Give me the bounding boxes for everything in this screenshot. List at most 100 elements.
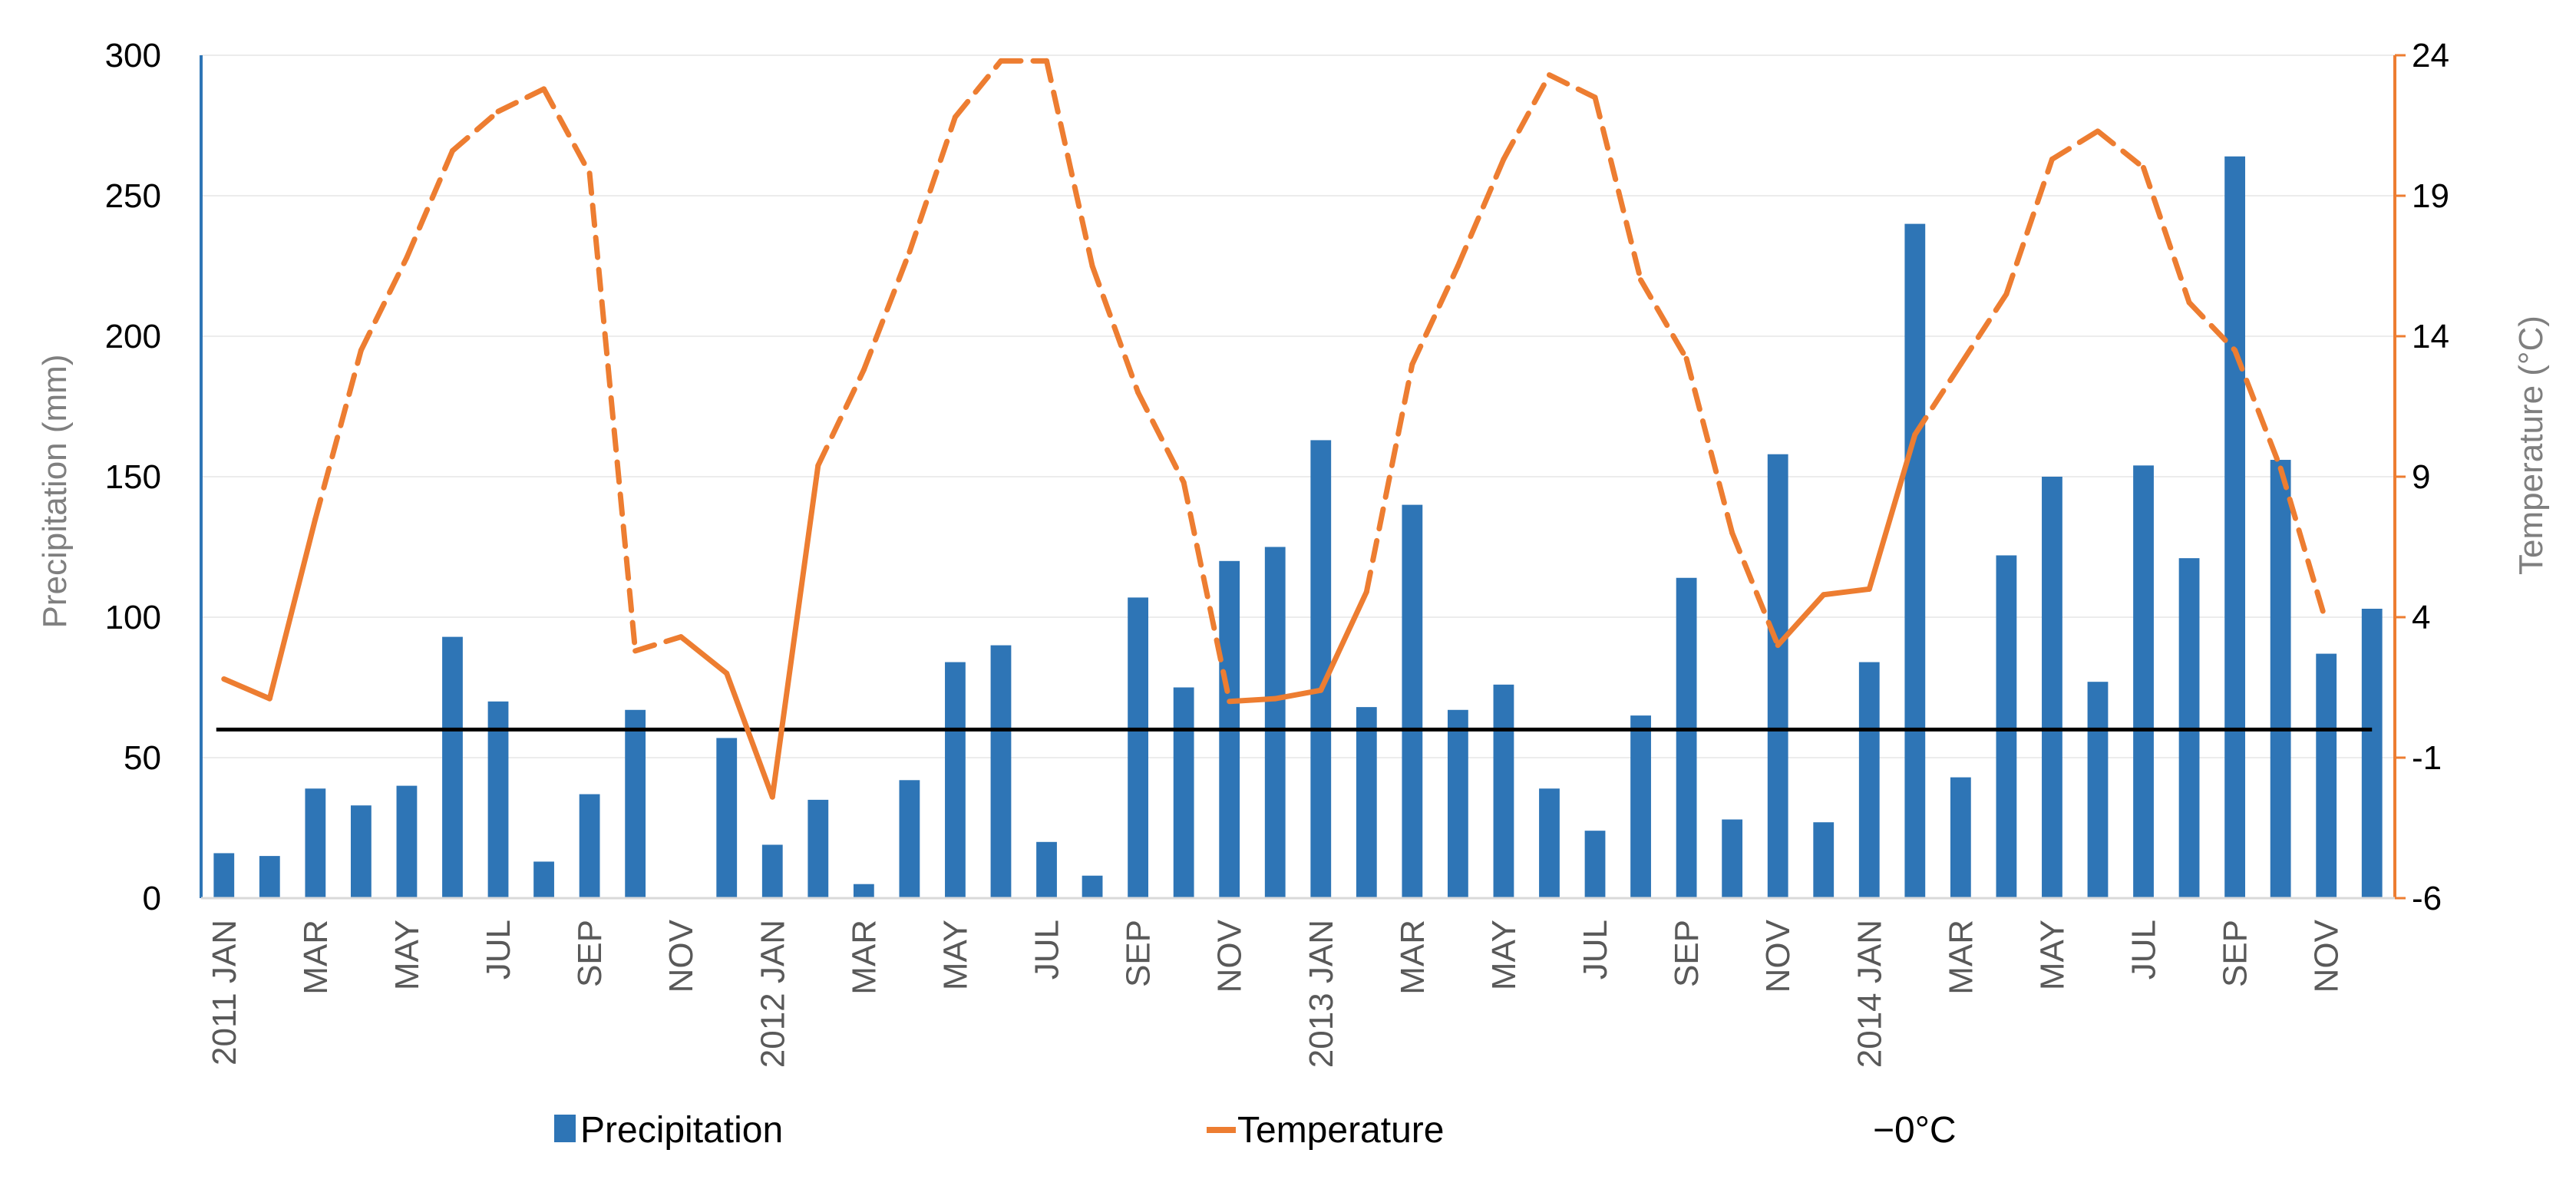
- x-tick-label: 2011 JAN: [206, 920, 243, 1065]
- x-tick-label: MAY: [1485, 920, 1523, 990]
- x-tick-label: JUL: [1029, 920, 1066, 980]
- precipitation-bar: [1676, 577, 1697, 898]
- y-axis-left-ticks: 0 50 100 150 200 250 300: [105, 37, 161, 917]
- x-tick-label: MAR: [297, 920, 335, 995]
- precipitation-bar: [1950, 777, 1971, 898]
- precipitation-bar: [1767, 454, 1788, 898]
- temperature-segment: [266, 516, 319, 702]
- temperature-segment: [678, 634, 730, 676]
- precipitation-bar: [990, 645, 1012, 898]
- y-tick-label-right: -1: [2412, 739, 2442, 777]
- y-tick-label-left: 0: [143, 880, 161, 917]
- x-tick-label: JUL: [2125, 920, 2163, 980]
- precipitation-bar: [1447, 709, 1468, 898]
- precipitation-bar: [1493, 684, 1514, 898]
- precipitation-bar: [625, 709, 646, 898]
- precipitation-bar: [1813, 822, 1835, 898]
- temperature-segment: [1592, 94, 1644, 283]
- precipitation-bar: [1128, 597, 1149, 898]
- x-tick-label: MAY: [388, 920, 426, 990]
- temperature-segment: [358, 255, 410, 353]
- temperature-segment: [2095, 128, 2147, 170]
- temperature-segment: [952, 58, 1004, 121]
- temperature-segment: [1501, 72, 1552, 162]
- temperature-segment: [404, 147, 455, 261]
- precipitation-bar: [487, 701, 509, 898]
- y-tick-label-right: -6: [2412, 880, 2442, 917]
- y-tick-label-left: 150: [105, 458, 161, 496]
- x-tick-label: MAY: [2033, 920, 2071, 990]
- precipitation-bar: [1858, 662, 1880, 898]
- precipitation-bar: [1539, 788, 1560, 898]
- temperature-segment: [1912, 362, 1963, 438]
- precipitation-bar: [350, 805, 372, 898]
- y-tick-label-left: 100: [105, 599, 161, 636]
- x-tick-label: SEP: [1120, 920, 1158, 987]
- precipitation-bar: [1584, 831, 1606, 898]
- precipitation-bar: [899, 780, 920, 898]
- y-axis-left-title: Precipitation (mm): [36, 355, 74, 629]
- temperature-segment: [1044, 58, 1095, 269]
- precipitation-bar: [533, 861, 554, 898]
- temperature-segment: [1638, 277, 1689, 362]
- temperature-segment: [495, 86, 547, 114]
- precipitation-bar: [1036, 841, 1057, 898]
- temperature-segment: [1135, 389, 1187, 485]
- temperature-segment: [1272, 687, 1324, 702]
- precipitation-bar: [1173, 687, 1194, 898]
- temperature-segment: [449, 108, 501, 154]
- temperature-segment: [632, 634, 684, 654]
- x-tick-label: MAR: [1394, 920, 1432, 995]
- y-tick-label-right: 4: [2412, 599, 2430, 636]
- legend-zero-label: −0°C: [1873, 1110, 1957, 1151]
- x-tick-label: JUL: [1577, 920, 1614, 980]
- temperature-segment: [2049, 128, 2101, 162]
- temperature-segment: [1957, 291, 2010, 368]
- legend-precipitation-label: Precipitation: [580, 1110, 783, 1151]
- temperature-segment: [2003, 156, 2055, 297]
- temperature-segment: [2277, 465, 2330, 626]
- x-tick-label: 2014 JAN: [1851, 920, 1888, 1068]
- precipitation-bar: [1264, 547, 1286, 898]
- x-tick-label: SEP: [1668, 920, 1706, 987]
- temperature-segment: [815, 367, 867, 468]
- precipitation-bar: [1356, 707, 1377, 898]
- precipitation-bar: [2361, 609, 2383, 898]
- temperature-segment: [907, 114, 958, 255]
- temperature-segment: [2232, 347, 2284, 471]
- precipitation-bar: [853, 884, 874, 898]
- precipitation-bar: [396, 785, 418, 898]
- precipitation-bar: [259, 856, 280, 898]
- precipitation-bar: [2042, 477, 2062, 898]
- precipitation-bar: [1630, 715, 1651, 898]
- precipitation-bar: [1904, 223, 1926, 899]
- temperature-segment: [1683, 355, 1735, 536]
- legend-precipitation-swatch: [554, 1115, 576, 1142]
- precipitation-bar: [761, 844, 783, 898]
- y-tick-label-right: 9: [2412, 458, 2430, 496]
- temperature-segment: [1455, 156, 1507, 269]
- temperature-segment: [769, 462, 821, 800]
- precipitation-bar: [2316, 653, 2337, 898]
- y-tick-label-right: 19: [2412, 177, 2449, 215]
- x-tick-label: 2013 JAN: [1303, 920, 1340, 1068]
- temperature-segment: [1821, 586, 1872, 598]
- temperature-segment: [1181, 479, 1233, 705]
- x-axis-ticks: 2011 JAN MAR MAY JUL SEP NOV 2012 JAN MAR MAY JUL…: [206, 919, 2346, 1068]
- precipitation-bar: [579, 794, 600, 898]
- temperature-segment: [312, 347, 364, 522]
- temperature-segment: [724, 670, 775, 800]
- y-tick-label-right: 24: [2412, 37, 2449, 74]
- y-tick-label-right: 14: [2412, 318, 2449, 355]
- temperature-segment: [2186, 299, 2238, 353]
- precipitation-bar: [2224, 156, 2246, 898]
- temperature-segment: [1546, 72, 1598, 101]
- x-tick-label: 2012 JAN: [754, 920, 791, 1068]
- temperature-segment: [1089, 263, 1141, 395]
- y-axis-right-title: Temperature (°C): [2512, 315, 2550, 575]
- precipitation-bar: [945, 662, 966, 898]
- legend-temperature-label: Temperature: [1237, 1110, 1444, 1151]
- temperature-segment: [221, 676, 272, 702]
- temperature-segment: [541, 86, 593, 177]
- y-axis-right-ticks: -6 -1 4 9 14 19 24: [2395, 37, 2449, 917]
